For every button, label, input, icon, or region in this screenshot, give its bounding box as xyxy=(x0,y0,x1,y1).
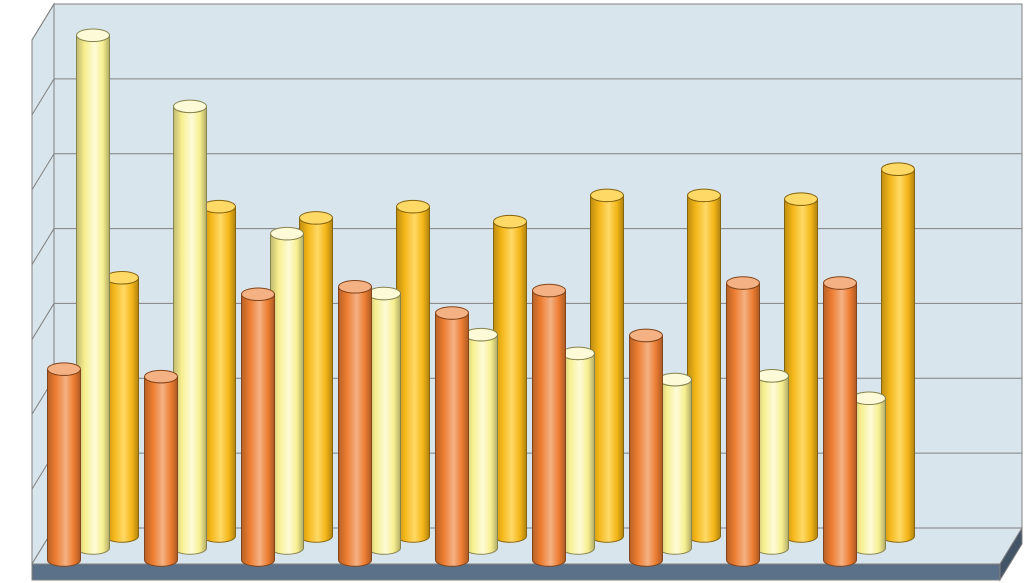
bar-cylinder xyxy=(300,212,333,543)
bar-cylinder xyxy=(562,347,595,554)
bar-cylinder xyxy=(271,227,304,554)
bar-cylinder xyxy=(48,363,81,566)
bar-cylinder xyxy=(882,163,915,542)
bar-cylinder xyxy=(77,29,110,554)
bar-cylinder xyxy=(465,328,498,554)
bar-cylinder xyxy=(174,100,207,554)
bar-cylinder xyxy=(853,392,886,554)
bar-cylinder xyxy=(659,373,692,554)
bar-cylinder xyxy=(688,189,721,542)
bar-cylinder xyxy=(756,370,789,555)
bar-cylinder xyxy=(368,287,401,554)
bar-cylinder xyxy=(591,189,624,542)
bar-cylinder xyxy=(727,277,760,567)
bar-cylinder xyxy=(436,307,469,567)
bar-cylinder xyxy=(494,215,527,542)
bar-cylinder xyxy=(242,288,275,566)
bar-cylinder xyxy=(785,193,818,542)
bar-cylinder xyxy=(106,271,139,542)
bar-chart-3d xyxy=(0,0,1024,583)
bar-cylinder xyxy=(533,284,566,566)
bar-cylinder xyxy=(203,200,236,542)
bar-cylinder xyxy=(145,370,178,566)
bar-cylinder xyxy=(630,329,663,566)
bar-cylinder xyxy=(824,277,857,567)
bar-cylinder xyxy=(397,200,430,542)
bar-cylinder xyxy=(339,281,372,567)
